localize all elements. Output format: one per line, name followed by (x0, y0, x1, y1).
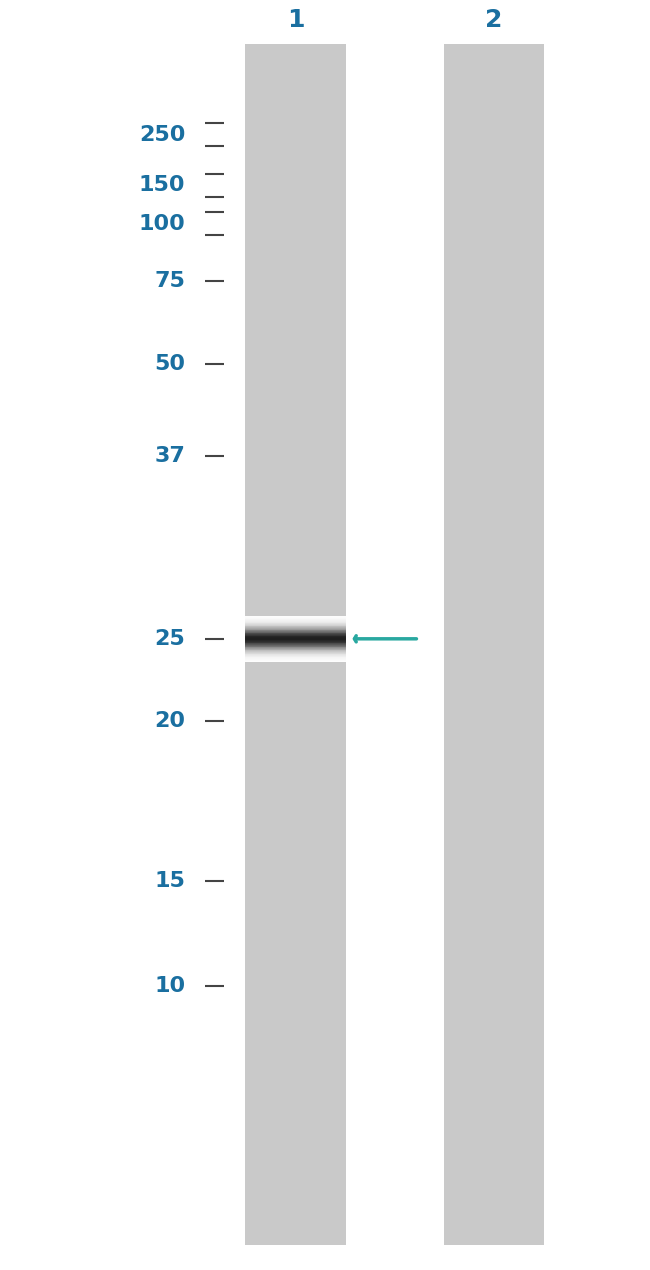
Text: 20: 20 (154, 711, 185, 732)
Text: 10: 10 (154, 975, 185, 996)
Text: 2: 2 (486, 8, 502, 32)
Text: 1: 1 (287, 8, 304, 32)
Text: 75: 75 (154, 271, 185, 291)
Bar (246, 44, 346, 1245)
Text: 50: 50 (154, 354, 185, 375)
Text: 250: 250 (139, 124, 185, 145)
Text: 15: 15 (154, 871, 185, 892)
Text: 25: 25 (155, 629, 185, 649)
Text: 37: 37 (154, 446, 185, 466)
Text: 150: 150 (138, 175, 185, 196)
Bar (443, 44, 545, 1245)
Text: 100: 100 (138, 213, 185, 234)
